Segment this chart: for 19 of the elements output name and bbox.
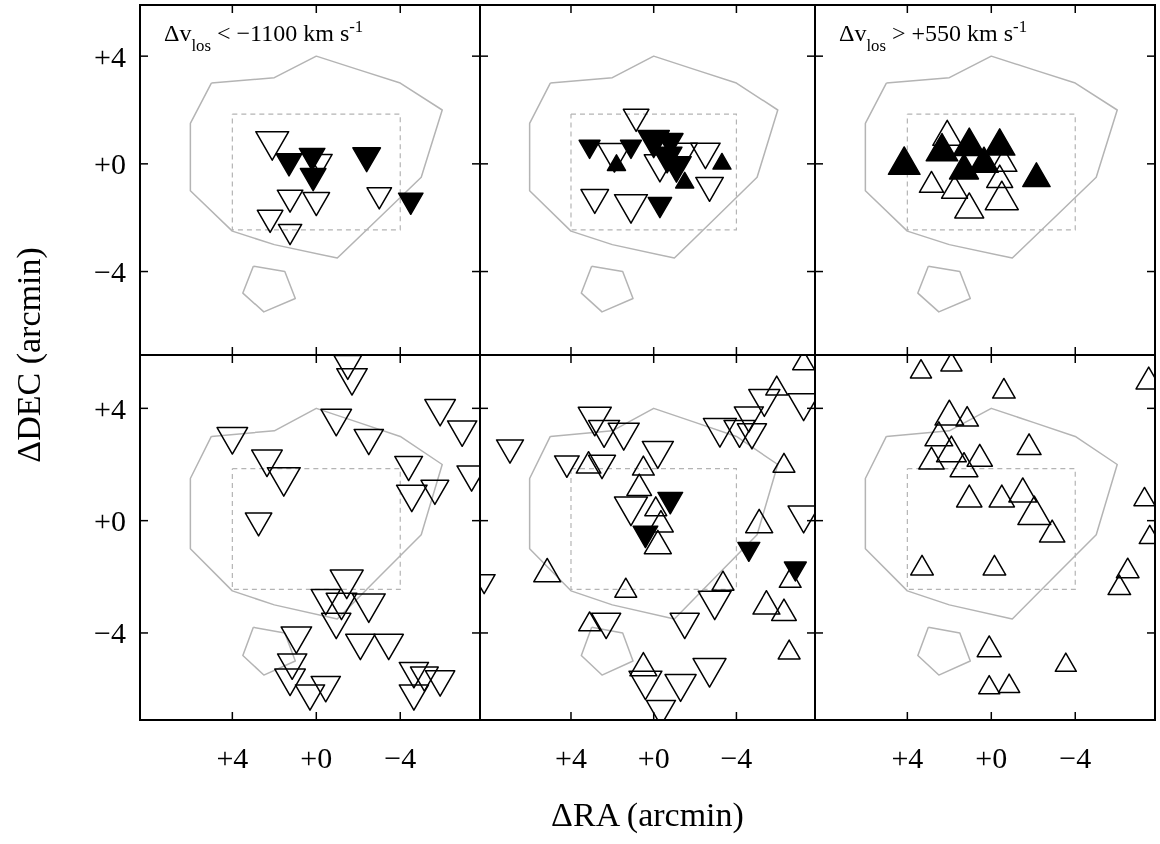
y-tick-label: +4 bbox=[94, 391, 126, 425]
y-tick-label: +4 bbox=[94, 39, 126, 73]
x-tick-label: +0 bbox=[637, 741, 670, 774]
y-tick-label: +0 bbox=[94, 147, 126, 181]
y-tick-label: −4 bbox=[94, 255, 126, 289]
y-axis-title: ΔDEC (arcmin) bbox=[10, 247, 48, 463]
x-tick-label: +0 bbox=[975, 741, 1008, 774]
y-tick-label: −4 bbox=[94, 616, 126, 650]
x-tick-label: +4 bbox=[555, 741, 587, 774]
x-tick-label: +4 bbox=[216, 741, 249, 774]
x-tick-label: −4 bbox=[1059, 741, 1092, 774]
x-tick-label: −4 bbox=[384, 741, 417, 774]
annotation: Δv$_{los}$ > +550 km s$^{-1}$ bbox=[839, 16, 1028, 55]
x-tick-label: +0 bbox=[300, 741, 333, 774]
x-tick-label: +4 bbox=[891, 741, 924, 774]
annotation: Δv$_{los}$ < −1100 km s$^{-1}$ bbox=[164, 16, 364, 55]
x-tick-label: −4 bbox=[720, 741, 753, 774]
x-axis-title: ΔRA (arcmin) bbox=[551, 796, 744, 834]
y-tick-label: +0 bbox=[94, 504, 126, 538]
